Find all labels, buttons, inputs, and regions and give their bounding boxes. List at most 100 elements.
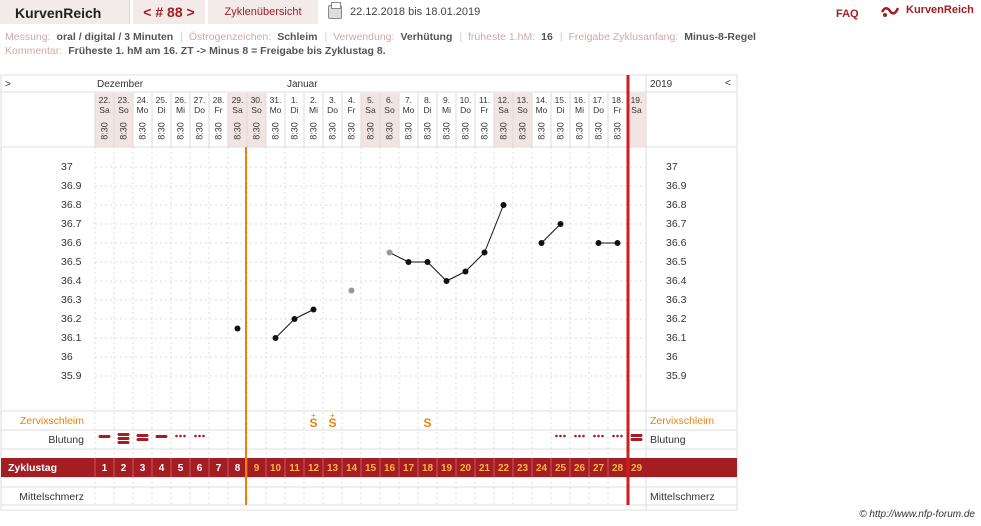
temp-axis-label: 36.5 bbox=[61, 256, 82, 268]
verwendung-value: Verhütung bbox=[400, 31, 453, 43]
measure-time: 8:30 bbox=[176, 122, 186, 140]
zervix-row-label-right: Zervixschleim bbox=[650, 415, 714, 427]
scroll-left-arrow: > bbox=[5, 79, 11, 90]
measure-time: 8:30 bbox=[499, 122, 509, 140]
temperature-point[interactable] bbox=[462, 268, 469, 275]
print-icon[interactable] bbox=[328, 2, 342, 19]
measurement-info: Messung: oral / digital / 3 Minuten | Östr… bbox=[5, 31, 756, 43]
faq-link[interactable]: FAQ bbox=[836, 8, 859, 20]
day-date: 6. bbox=[386, 95, 393, 105]
day-date: 27. bbox=[194, 95, 206, 105]
temperature-point[interactable] bbox=[538, 240, 545, 246]
temp-axis-label-right: 36.9 bbox=[666, 180, 687, 192]
day-date: 25. bbox=[156, 95, 168, 105]
cycle-overview-link[interactable]: Zyklenübersicht bbox=[208, 0, 318, 24]
day-date: 11. bbox=[479, 95, 490, 105]
cycle-navigation[interactable]: < # 88 > bbox=[133, 0, 205, 24]
temperature-point[interactable] bbox=[614, 240, 621, 246]
bleeding-bar-mark bbox=[136, 438, 149, 441]
zyklustag-number: 16 bbox=[384, 463, 396, 474]
weekend-header-shade bbox=[513, 93, 532, 147]
day-weekday: So bbox=[251, 105, 262, 115]
zyklustag-number: 1 bbox=[102, 463, 108, 474]
measure-time: 8:30 bbox=[347, 122, 357, 140]
temperature-point[interactable] bbox=[424, 259, 431, 265]
measure-time: 8:30 bbox=[328, 122, 338, 140]
weekend-header-shade bbox=[627, 93, 646, 147]
comment-info: Kommentar: Früheste 1. hM am 16. ZT -> Mi… bbox=[5, 45, 390, 57]
temp-axis-label-right: 36.5 bbox=[666, 256, 687, 268]
day-weekday: Fr bbox=[214, 105, 222, 115]
zervix-symbol: S bbox=[328, 416, 336, 430]
temperature-point[interactable] bbox=[595, 240, 602, 246]
measure-time: 8:30 bbox=[404, 122, 414, 140]
temperature-line-segment bbox=[465, 252, 485, 272]
temp-axis-label: 36.6 bbox=[61, 237, 82, 249]
bleeding-bar-mark bbox=[630, 438, 643, 441]
temperature-line-segment bbox=[275, 318, 295, 339]
temperature-point[interactable] bbox=[500, 202, 507, 208]
brand-title[interactable]: KurvenReich bbox=[0, 0, 130, 24]
day-weekday: Sa bbox=[99, 105, 110, 115]
weekend-header-shade bbox=[247, 93, 266, 147]
zyklustag-number: 7 bbox=[216, 463, 222, 474]
weekend-header-shade bbox=[114, 93, 133, 147]
day-date: 26. bbox=[175, 95, 187, 105]
temperature-point[interactable] bbox=[386, 249, 393, 256]
measure-time: 8:30 bbox=[537, 122, 547, 140]
zyklustag-number: 12 bbox=[308, 463, 320, 474]
measure-time: 8:30 bbox=[423, 122, 433, 140]
zyklustag-number: 3 bbox=[140, 463, 146, 474]
bleeding-spot-mark bbox=[183, 434, 186, 438]
temp-axis-label: 36.1 bbox=[61, 332, 82, 344]
zervix-row-label: Zervixschleim bbox=[20, 415, 84, 427]
frueheste-label: früheste 1.hM: bbox=[468, 31, 536, 43]
day-date: 28. bbox=[213, 95, 225, 105]
kommentar-value: Früheste 1. hM am 16. ZT -> Minus 8 = Fr… bbox=[68, 45, 386, 57]
zyklustag-number: 8 bbox=[235, 463, 241, 474]
zyklustag-number: 24 bbox=[536, 463, 548, 474]
bleeding-spot-mark bbox=[578, 434, 581, 438]
oestrogen-value: Schleim bbox=[277, 31, 318, 43]
measure-time: 8:30 bbox=[385, 122, 395, 140]
measure-time: 8:30 bbox=[100, 122, 110, 140]
temperature-point[interactable] bbox=[310, 306, 317, 313]
temp-axis-label-right: 36.3 bbox=[666, 294, 687, 306]
temperature-point[interactable] bbox=[481, 249, 488, 256]
bleeding-spot-mark bbox=[582, 434, 585, 438]
zervix-symbol: S bbox=[309, 416, 317, 430]
temp-axis-label: 36.9 bbox=[61, 180, 82, 192]
measure-time: 8:30 bbox=[480, 122, 490, 140]
date-range: 22.12.2018 bis 18.01.2019 bbox=[350, 6, 481, 18]
temp-axis-label: 36.3 bbox=[61, 294, 82, 306]
logo-text[interactable]: KurvenReich bbox=[906, 4, 974, 16]
temperature-point[interactable] bbox=[291, 316, 298, 322]
day-weekday: Mi bbox=[442, 105, 451, 115]
measure-time: 8:30 bbox=[366, 122, 376, 140]
day-weekday: So bbox=[384, 105, 395, 115]
day-date: 12. bbox=[498, 95, 510, 105]
temperature-point[interactable] bbox=[272, 335, 279, 341]
day-weekday: Mi bbox=[176, 105, 185, 115]
temperature-point[interactable] bbox=[348, 287, 355, 294]
bleeding-spot-mark bbox=[198, 434, 201, 438]
measure-time: 8:30 bbox=[233, 122, 243, 140]
bleeding-bar-mark bbox=[117, 437, 130, 440]
temp-axis-label: 36.8 bbox=[61, 199, 82, 211]
day-weekday: Do bbox=[327, 105, 338, 115]
measure-time: 8:30 bbox=[290, 122, 300, 140]
day-date: 7. bbox=[405, 95, 412, 105]
freigabe-label: Freigabe Zyklusanfang: bbox=[568, 31, 679, 43]
temperature-point[interactable] bbox=[405, 259, 412, 265]
temperature-point[interactable] bbox=[234, 325, 241, 332]
day-weekday: Mo bbox=[270, 105, 282, 115]
temperature-point[interactable] bbox=[557, 221, 564, 227]
day-date: 23. bbox=[118, 95, 130, 105]
zyklustag-number: 4 bbox=[159, 463, 165, 474]
weekend-header-shade bbox=[380, 93, 399, 147]
temperature-point[interactable] bbox=[443, 278, 450, 284]
day-weekday: Sa bbox=[365, 105, 376, 115]
day-weekday: Fr bbox=[613, 105, 621, 115]
day-date: 9. bbox=[443, 95, 450, 105]
